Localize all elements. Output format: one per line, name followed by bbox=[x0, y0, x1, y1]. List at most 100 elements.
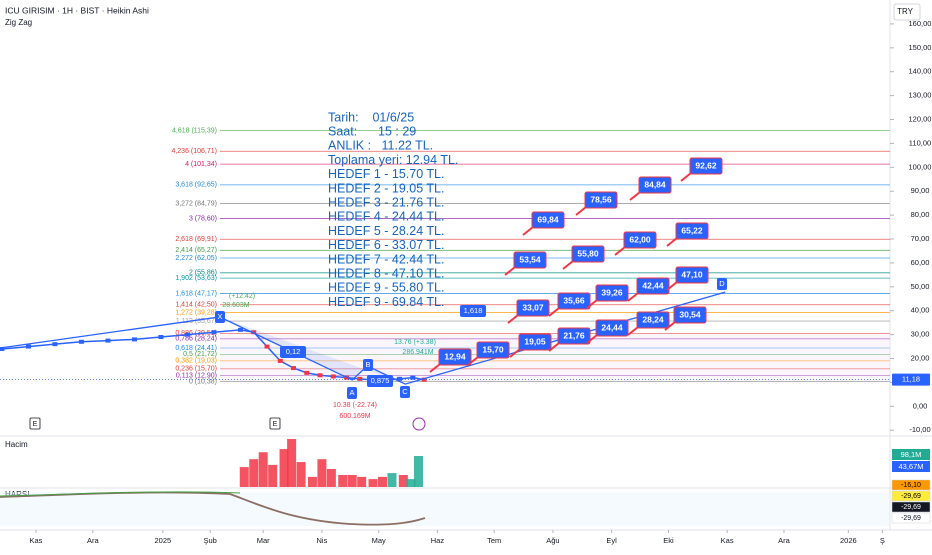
fib-label: 2 (55,86) bbox=[189, 270, 217, 277]
target-pointer bbox=[586, 334, 598, 344]
fib-label: 4,236 (106,71) bbox=[171, 148, 217, 155]
info-line: HEDEF 3 - 21.76 TL. bbox=[328, 195, 445, 209]
volume-tag bbox=[892, 449, 930, 460]
target: 62,00 bbox=[629, 234, 651, 244]
target-pointer bbox=[504, 266, 516, 276]
harsi-label: -16,10 bbox=[901, 482, 921, 489]
target-box bbox=[531, 211, 565, 229]
y-tick-label: 40,00 bbox=[911, 306, 930, 315]
y-tick-label: 60,00 bbox=[911, 258, 930, 267]
fib-label: 0 (10,38) bbox=[189, 378, 217, 385]
fib-label: 0,113 (12,90) bbox=[176, 372, 217, 379]
target: 42,44 bbox=[642, 280, 664, 290]
candle bbox=[251, 330, 257, 335]
y-tick-label: 100,00 bbox=[909, 162, 932, 171]
y-tick-label: 90,00 bbox=[911, 186, 930, 195]
x-tick-label: Ara bbox=[87, 536, 100, 545]
target: 21,76 bbox=[563, 330, 585, 340]
info-line: Saat: 15 : 29 bbox=[328, 124, 416, 138]
target: 92,62 bbox=[695, 160, 717, 170]
pattern-point: B bbox=[365, 360, 370, 369]
fib-label: 1,618 (47,17) bbox=[175, 290, 217, 297]
pattern-point: X bbox=[217, 312, 222, 321]
candle bbox=[131, 337, 137, 342]
harsi-label: -29,69 bbox=[901, 504, 921, 511]
y-tick-label: 30,00 bbox=[911, 330, 930, 339]
target-pointer bbox=[666, 237, 678, 247]
volume-bar bbox=[307, 476, 317, 487]
fib-label: 2,618 (69,91) bbox=[175, 236, 217, 243]
target-box bbox=[584, 191, 618, 209]
target: 55,80 bbox=[577, 248, 599, 258]
target: 78,56 bbox=[590, 194, 612, 204]
volume-bar bbox=[249, 459, 259, 487]
target: 15,70 bbox=[482, 344, 504, 354]
target-box bbox=[518, 333, 552, 351]
y-tick-label: 70,00 bbox=[911, 234, 930, 243]
target-pointer bbox=[680, 172, 692, 182]
ratio-box bbox=[280, 346, 306, 358]
x-tick-label: Haz bbox=[431, 536, 445, 545]
target-pointer bbox=[629, 191, 641, 201]
fib-label: 2,414 (65,27) bbox=[175, 247, 217, 254]
target-pointer bbox=[429, 363, 441, 373]
stat: (+12.42) bbox=[229, 293, 255, 300]
volume-bar bbox=[357, 476, 367, 487]
y-tick-label: 80,00 bbox=[911, 210, 930, 219]
target-box bbox=[438, 348, 472, 366]
last-price-label: 11,18 bbox=[902, 375, 920, 384]
candle bbox=[357, 376, 363, 381]
candle bbox=[304, 370, 310, 375]
y-tick-label: 140,00 bbox=[909, 67, 932, 76]
y-tick-label: 130,00 bbox=[909, 91, 932, 100]
target-box bbox=[513, 251, 547, 269]
candle bbox=[158, 335, 164, 340]
volume-bar bbox=[239, 467, 249, 487]
target-box bbox=[623, 231, 657, 249]
volume-bar bbox=[258, 452, 268, 487]
target: 33,07 bbox=[522, 302, 544, 312]
target-box bbox=[516, 299, 550, 317]
last-price-tag bbox=[892, 373, 930, 386]
fib-label: 4,618 (115,39) bbox=[172, 127, 217, 134]
harsi-line-2 bbox=[0, 491, 241, 497]
candle bbox=[105, 338, 111, 343]
candle bbox=[78, 339, 84, 344]
target-box bbox=[557, 292, 591, 310]
candle bbox=[317, 373, 323, 378]
pattern-point-box bbox=[347, 387, 357, 399]
candle bbox=[421, 377, 427, 382]
x-tick-label: May bbox=[372, 536, 386, 545]
ratio: 0,875 bbox=[371, 376, 390, 385]
pattern-point-box bbox=[363, 359, 373, 371]
volume-bar bbox=[287, 438, 297, 487]
y-tick-label: 160,00 bbox=[909, 19, 932, 28]
zigzag bbox=[0, 291, 726, 385]
candle bbox=[264, 344, 270, 349]
target-pointer bbox=[627, 292, 639, 302]
fib-label: 1,414 (42,50) bbox=[175, 302, 217, 309]
earnings-box bbox=[269, 417, 281, 430]
volume-bar bbox=[347, 474, 357, 487]
ratio: 0,12 bbox=[286, 347, 301, 356]
candle bbox=[277, 358, 283, 363]
info-line: HEDEF 2 - 19.05 TL. bbox=[328, 181, 445, 195]
info-line: HEDEF 5 - 28.24 TL. bbox=[328, 224, 445, 238]
target-pointer bbox=[509, 348, 521, 358]
target-box bbox=[476, 341, 510, 359]
x-tick-label: Ağu bbox=[546, 536, 559, 545]
harsi-label: -29,69 bbox=[901, 493, 921, 500]
indicator: Zig Zag bbox=[5, 18, 32, 27]
x-tick-label: Tem bbox=[487, 536, 501, 545]
volume-bar bbox=[296, 462, 306, 487]
info-line: HEDEF 9 - 69.84 TL. bbox=[328, 295, 445, 309]
target-pointer bbox=[664, 321, 676, 331]
target-box bbox=[595, 284, 629, 302]
harsi-band bbox=[0, 492, 890, 526]
target-box bbox=[675, 266, 709, 284]
target-pointer bbox=[562, 260, 574, 270]
harsi-title: HARSI bbox=[5, 490, 29, 499]
fib-label: 3,272 (84,79) bbox=[175, 201, 217, 208]
fib-label: 2,272 (62,05) bbox=[175, 255, 217, 262]
pattern-point-box bbox=[215, 311, 225, 323]
